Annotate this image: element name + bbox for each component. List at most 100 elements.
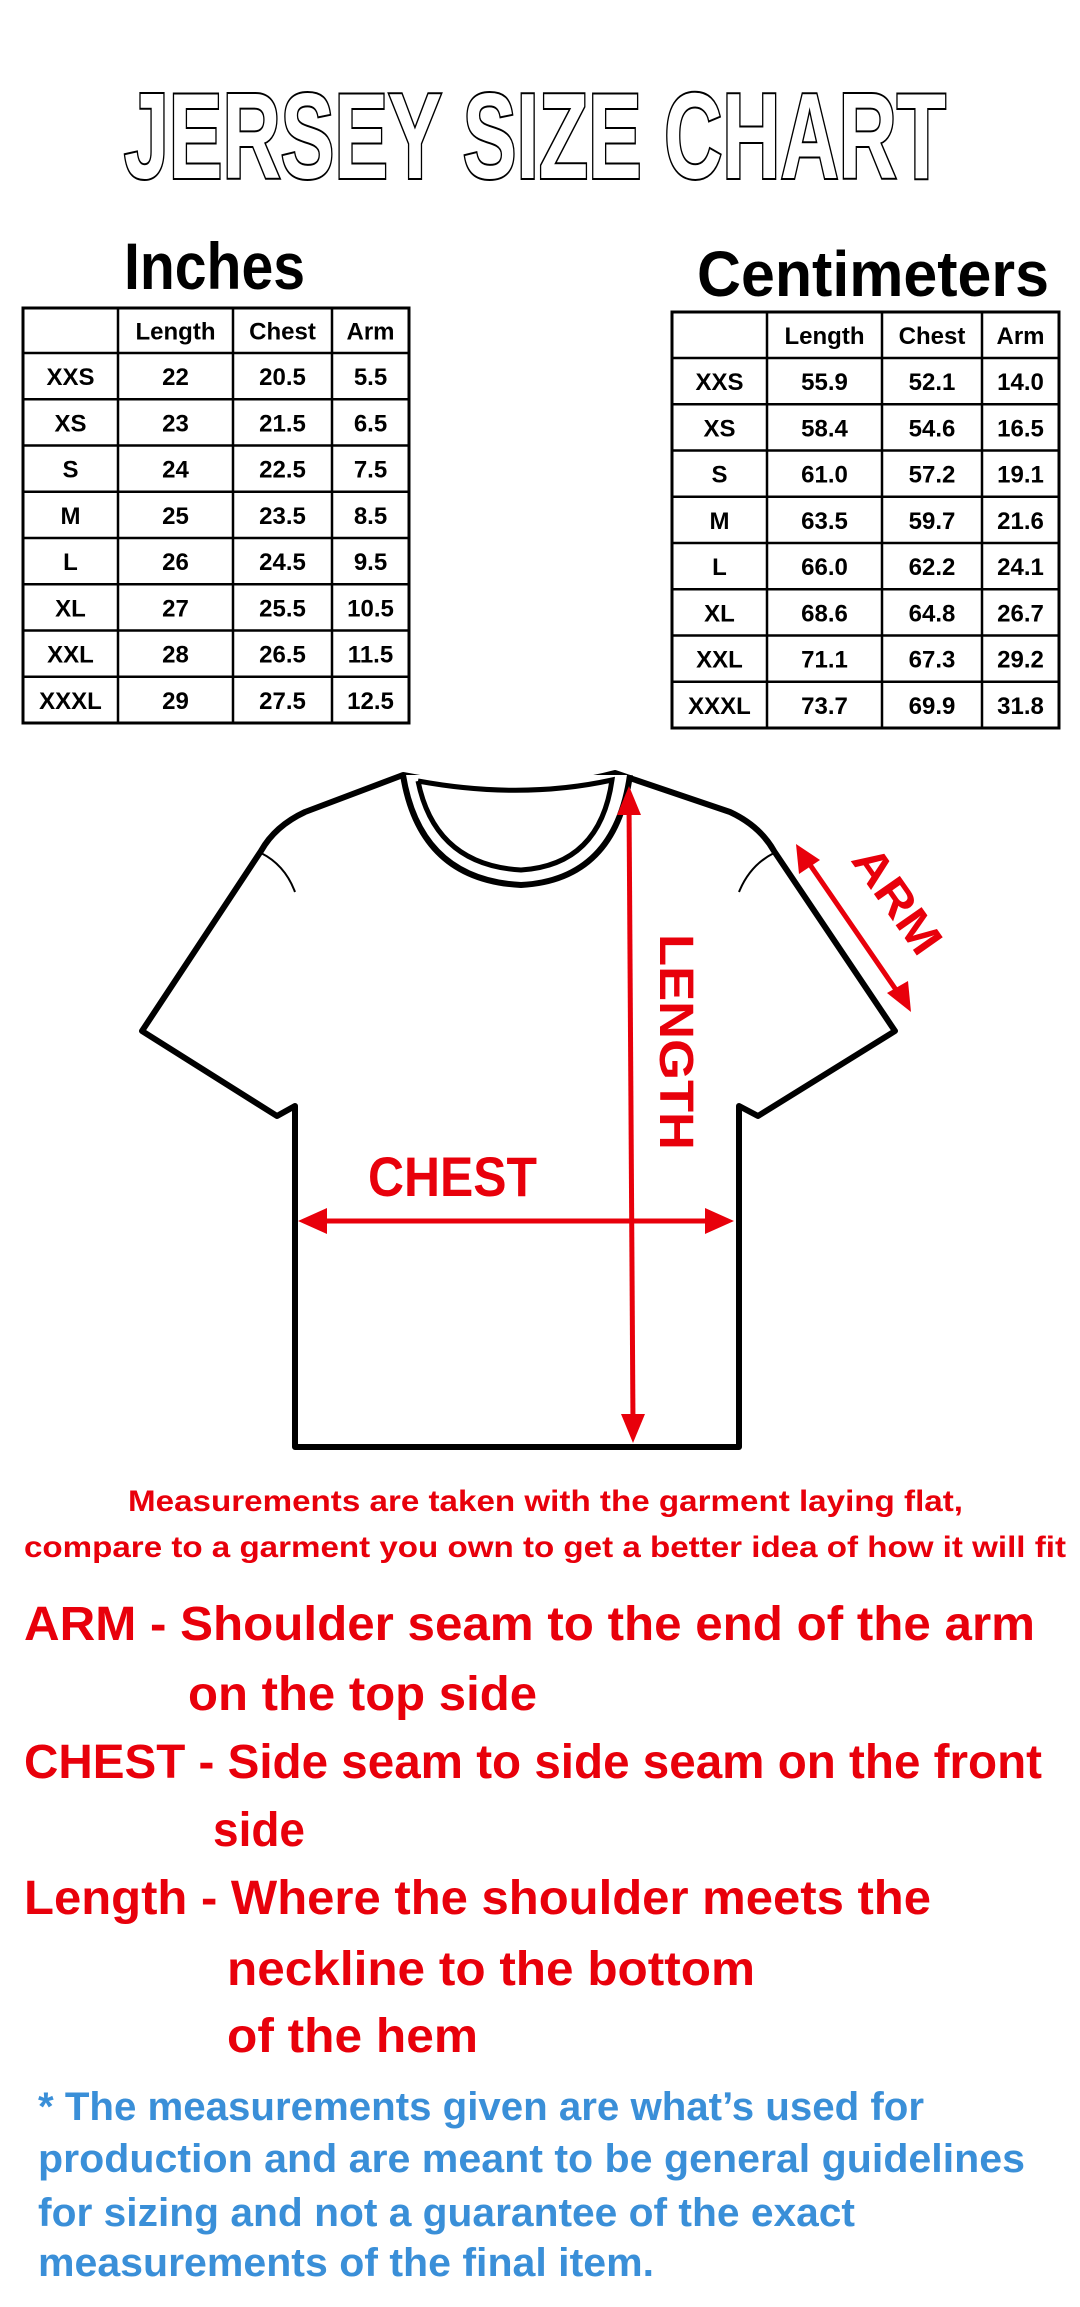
inches-size-cell: M [61, 503, 81, 530]
cm-value-cell: 62.2 [909, 554, 956, 581]
inches-value-cell: 9.5 [354, 549, 387, 576]
cm-header-cell: Length [785, 323, 865, 350]
length-arrow [617, 786, 645, 1443]
inches-value-cell: 26.5 [259, 642, 306, 669]
cm-size-cell: L [712, 554, 727, 581]
arm-label: ARM [842, 836, 953, 964]
cm-size-cell: XXS [695, 369, 743, 396]
cm-table-border [670, 310, 1061, 730]
inches-value-cell: 10.5 [347, 595, 394, 622]
inches-value-cell: 24 [162, 457, 189, 484]
disclaimer-line-4: measurements of the final item. [38, 2241, 654, 2285]
right-sleeve-seam [738, 852, 775, 893]
note-line-1: Measurements are taken with the garment … [128, 1485, 963, 1518]
disclaimer-line-1: * The measurements given are what’s used… [38, 2085, 924, 2129]
cm-value-cell: 55.9 [801, 369, 848, 396]
collar-outer [400, 774, 633, 888]
inches-value-cell: 7.5 [354, 457, 387, 484]
inches-value-cell: 12.5 [347, 688, 394, 715]
inches-size-cell: XXS [46, 364, 94, 391]
cm-value-cell: 59.7 [909, 508, 956, 535]
cm-value-cell: 68.6 [801, 600, 848, 627]
inches-value-cell: 23.5 [259, 503, 306, 530]
inches-value-cell: 27 [162, 595, 189, 622]
inches-value-cell: 20.5 [259, 364, 306, 391]
separator: - [150, 1598, 166, 1651]
cm-value-cell: 63.5 [801, 508, 848, 535]
length-definition-line-2: neckline to the bottom [227, 1943, 755, 1996]
length-term: Length [24, 1872, 187, 1925]
length-label: LENGTH [649, 934, 702, 1150]
cm-size-cell: XS [703, 415, 735, 442]
tshirt-diagram: CHEST LENGTH ARM [139, 770, 953, 1450]
cm-value-cell: 26.7 [997, 600, 1044, 627]
chest-arrow [298, 1208, 734, 1234]
cm-size-cell: XXXL [688, 693, 751, 720]
arm-term: ARM [24, 1598, 136, 1651]
inches-value-cell: 23 [162, 410, 189, 437]
inches-size-cell: XXXL [39, 688, 102, 715]
cm-value-cell: 57.2 [909, 462, 956, 489]
length-definition-text: Where the shoulder meets the [231, 1872, 931, 1925]
arm-definition-text: Shoulder seam to the end of the arm [180, 1598, 1035, 1651]
inches-size-cell: XL [55, 595, 86, 622]
inches-value-cell: 5.5 [354, 364, 387, 391]
inches-header-cell: Chest [249, 319, 316, 346]
cm-value-cell: 21.6 [997, 508, 1044, 535]
cm-value-cell: 52.1 [909, 369, 956, 396]
note-line-2: compare to a garment you own to get a be… [24, 1531, 1066, 1564]
inches-value-cell: 27.5 [259, 688, 306, 715]
cm-value-cell: 69.9 [909, 693, 956, 720]
inches-value-cell: 25 [162, 503, 189, 530]
inches-size-cell: XS [54, 410, 86, 437]
cm-size-cell: M [710, 508, 730, 535]
inches-heading: Inches [124, 229, 305, 303]
inches-value-cell: 8.5 [354, 503, 387, 530]
inches-value-cell: 25.5 [259, 595, 306, 622]
cm-header-cell: Arm [996, 323, 1044, 350]
cm-size-cell: S [711, 462, 727, 489]
inches-value-cell: 6.5 [354, 410, 387, 437]
collar-inner [415, 776, 615, 873]
length-definition-line-1: Length - Where the shoulder meets the [24, 1872, 931, 1925]
inches-value-cell: 21.5 [259, 410, 306, 437]
cm-value-cell: 61.0 [801, 462, 848, 489]
inches-value-cell: 22.5 [259, 457, 306, 484]
inches-header-cell: Length [136, 319, 216, 346]
page-title: JERSEY SIZE CHART [124, 68, 946, 204]
chest-definition-text: Side seam to side seam on the front [228, 1736, 1042, 1789]
chest-term: CHEST [24, 1736, 185, 1789]
cm-value-cell: 71.1 [801, 647, 848, 674]
cm-size-cell: XXL [696, 647, 743, 674]
inches-table-border [21, 306, 411, 725]
arm-definition-line-2: on the top side [188, 1668, 537, 1721]
cm-value-cell: 16.5 [997, 415, 1044, 442]
inches-value-cell: 22 [162, 364, 189, 391]
inches-value-cell: 11.5 [348, 642, 393, 669]
arm-arrow [796, 844, 911, 1012]
cm-value-cell: 19.1 [997, 462, 1044, 489]
cm-value-cell: 29.2 [997, 647, 1044, 674]
arm-definition-line-1: ARM - Shoulder seam to the end of the ar… [24, 1598, 1035, 1651]
chest-definition-line-1: CHEST - Side seam to side seam on the fr… [24, 1736, 1042, 1789]
inches-table: Length Chest Arm XXS 22 20.5 5.5 XS 23 21.5 6.5 S 24… [21, 306, 411, 725]
cm-value-cell: 67.3 [909, 647, 956, 674]
cm-value-cell: 64.8 [909, 600, 956, 627]
cm-value-cell: 58.4 [801, 415, 848, 442]
centimeters-table: Length Chest Arm XXS 55.9 52.1 14.0 XS 58.4 54.6 1… [670, 310, 1061, 730]
inches-value-cell: 26 [162, 549, 189, 576]
chest-definition-line-2: side [213, 1804, 305, 1857]
cm-value-cell: 24.1 [997, 554, 1044, 581]
disclaimer-line-2: production and are meant to be general g… [38, 2137, 1025, 2181]
inches-header-cell: Arm [346, 319, 394, 346]
inches-size-cell: L [63, 549, 78, 576]
cm-size-cell: XL [704, 600, 735, 627]
disclaimer-line-3: for sizing and not a guarantee of the ex… [38, 2191, 855, 2235]
cm-value-cell: 14.0 [997, 369, 1044, 396]
cm-value-cell: 54.6 [909, 415, 956, 442]
chest-label: CHEST [368, 1145, 537, 1208]
separator: - [201, 1872, 217, 1925]
inches-size-cell: S [62, 457, 78, 484]
cm-value-cell: 31.8 [997, 693, 1044, 720]
